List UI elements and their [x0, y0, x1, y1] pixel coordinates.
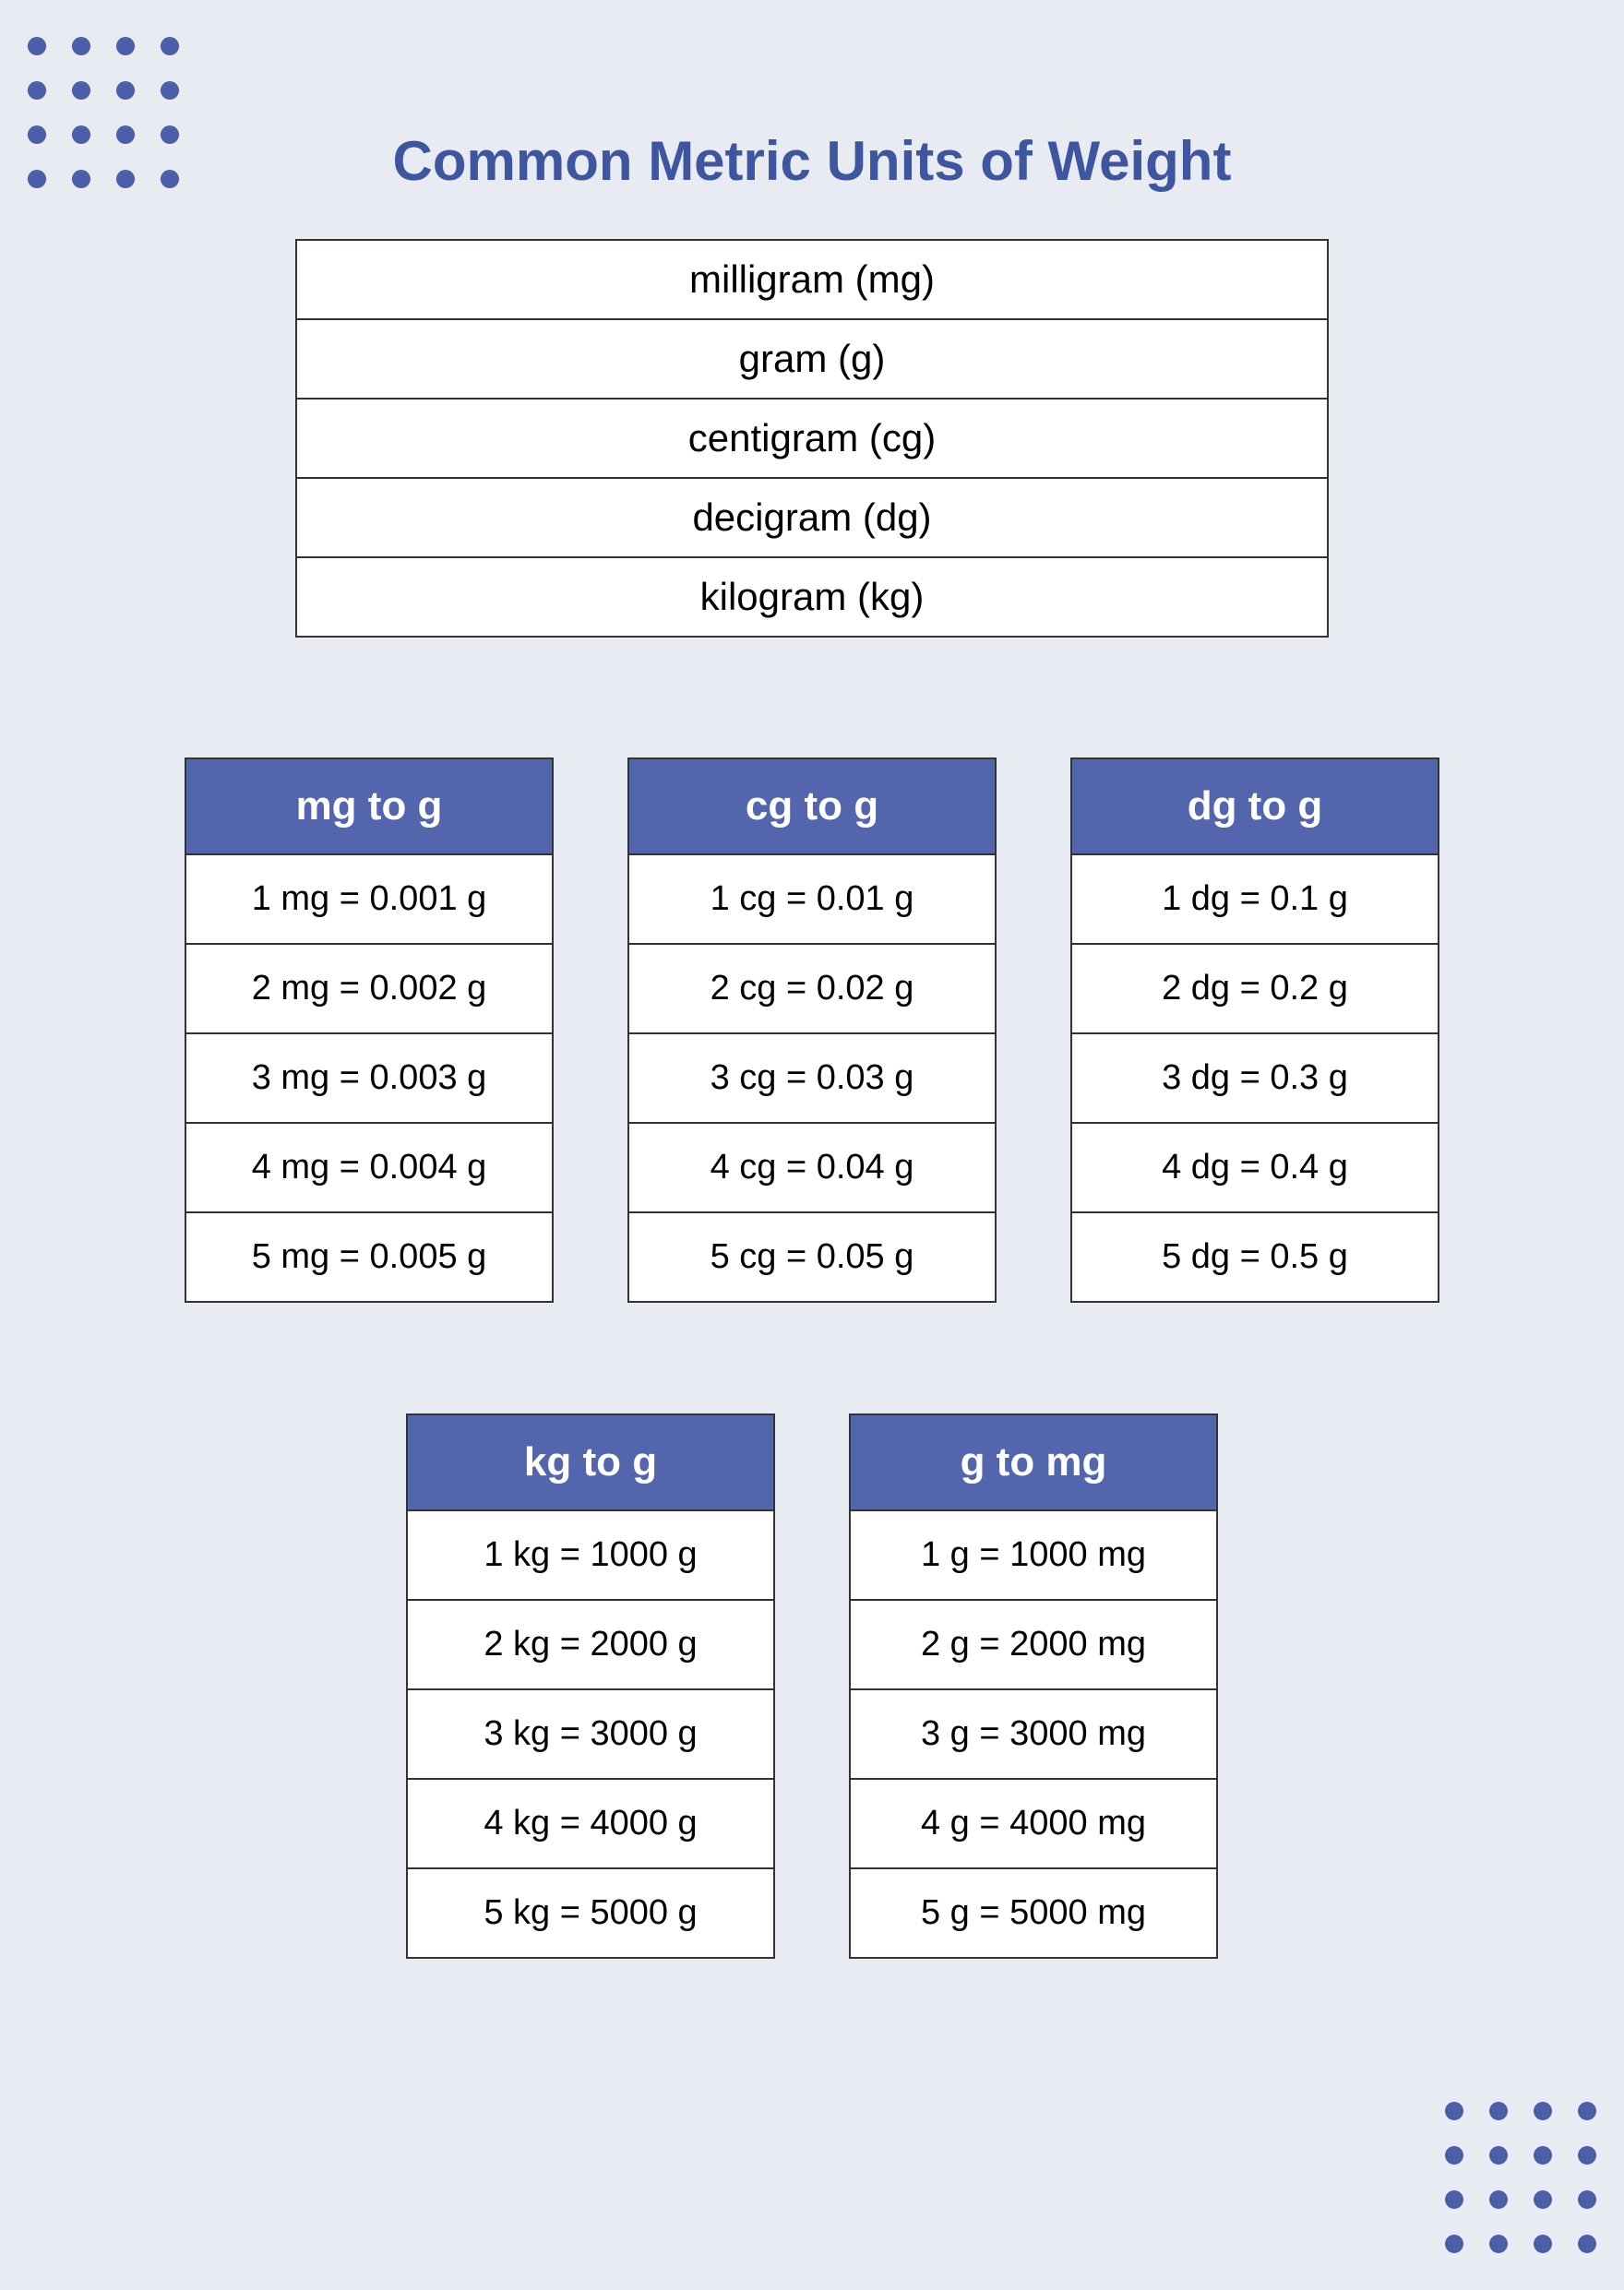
- page-title: Common Metric Units of Weight: [92, 129, 1532, 193]
- conversion-card-mg-to-g: mg to g 1 mg = 0.001 g 2 mg = 0.002 g 3 …: [185, 757, 554, 1303]
- card-row: 4 mg = 0.004 g: [186, 1122, 552, 1211]
- card-row: 1 dg = 0.1 g: [1072, 853, 1438, 943]
- card-row: 3 mg = 0.003 g: [186, 1032, 552, 1122]
- conversion-cards-row-1: mg to g 1 mg = 0.001 g 2 mg = 0.002 g 3 …: [92, 757, 1532, 1303]
- card-header: kg to g: [408, 1415, 773, 1509]
- card-row: 4 kg = 4000 g: [408, 1778, 773, 1867]
- card-row: 2 mg = 0.002 g: [186, 943, 552, 1032]
- card-row: 1 cg = 0.01 g: [629, 853, 995, 943]
- card-row: 4 g = 4000 mg: [851, 1778, 1216, 1867]
- card-row: 1 mg = 0.001 g: [186, 853, 552, 943]
- card-row: 5 cg = 0.05 g: [629, 1211, 995, 1301]
- card-row: 3 g = 3000 mg: [851, 1688, 1216, 1778]
- card-row: 4 dg = 0.4 g: [1072, 1122, 1438, 1211]
- decorative-dots-top-left: [28, 37, 179, 188]
- units-table: milligram (mg) gram (g) centigram (cg) d…: [295, 239, 1329, 638]
- card-row: 3 kg = 3000 g: [408, 1688, 773, 1778]
- conversion-cards-row-2: kg to g 1 kg = 1000 g 2 kg = 2000 g 3 kg…: [92, 1413, 1532, 1959]
- conversion-card-cg-to-g: cg to g 1 cg = 0.01 g 2 cg = 0.02 g 3 cg…: [627, 757, 997, 1303]
- card-row: 2 dg = 0.2 g: [1072, 943, 1438, 1032]
- card-row: 5 kg = 5000 g: [408, 1867, 773, 1957]
- card-row: 4 cg = 0.04 g: [629, 1122, 995, 1211]
- card-row: 3 dg = 0.3 g: [1072, 1032, 1438, 1122]
- conversion-card-dg-to-g: dg to g 1 dg = 0.1 g 2 dg = 0.2 g 3 dg =…: [1070, 757, 1439, 1303]
- card-row: 5 g = 5000 mg: [851, 1867, 1216, 1957]
- card-row: 3 cg = 0.03 g: [629, 1032, 995, 1122]
- card-row: 2 g = 2000 mg: [851, 1599, 1216, 1688]
- unit-row: decigram (dg): [297, 479, 1327, 558]
- unit-row: centigram (cg): [297, 400, 1327, 479]
- conversion-card-g-to-mg: g to mg 1 g = 1000 mg 2 g = 2000 mg 3 g …: [849, 1413, 1218, 1959]
- unit-row: gram (g): [297, 320, 1327, 400]
- card-row: 5 dg = 0.5 g: [1072, 1211, 1438, 1301]
- card-row: 5 mg = 0.005 g: [186, 1211, 552, 1301]
- card-header: dg to g: [1072, 759, 1438, 853]
- card-header: g to mg: [851, 1415, 1216, 1509]
- conversion-card-kg-to-g: kg to g 1 kg = 1000 g 2 kg = 2000 g 3 kg…: [406, 1413, 775, 1959]
- card-row: 2 cg = 0.02 g: [629, 943, 995, 1032]
- decorative-dots-bottom-right: [1445, 2102, 1596, 2253]
- card-header: cg to g: [629, 759, 995, 853]
- card-row: 2 kg = 2000 g: [408, 1599, 773, 1688]
- unit-row: milligram (mg): [297, 241, 1327, 320]
- card-row: 1 g = 1000 mg: [851, 1509, 1216, 1599]
- card-row: 1 kg = 1000 g: [408, 1509, 773, 1599]
- unit-row: kilogram (kg): [297, 558, 1327, 636]
- card-header: mg to g: [186, 759, 552, 853]
